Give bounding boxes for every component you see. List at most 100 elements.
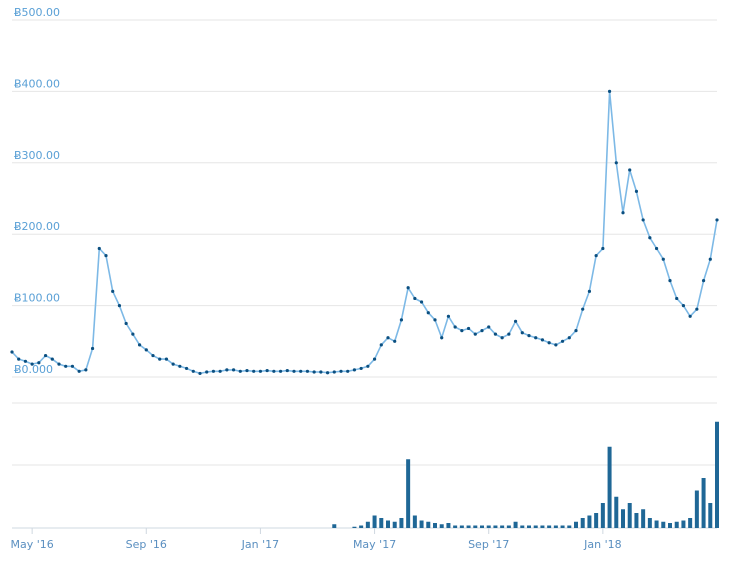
price-point: [534, 336, 538, 340]
volume-bar: [634, 513, 639, 528]
volume-bar: [688, 518, 693, 528]
volume-bar: [433, 523, 437, 528]
price-point: [621, 211, 625, 215]
price-point: [191, 369, 195, 373]
price-point: [607, 89, 612, 93]
price-point: [614, 161, 618, 165]
price-point: [473, 332, 477, 336]
price-point: [124, 321, 128, 326]
volume-bar: [694, 490, 699, 528]
price-point: [30, 362, 34, 366]
y-tick-label: Ƀ0.000: [14, 363, 53, 376]
price-point: [211, 369, 216, 373]
price-point: [265, 368, 269, 373]
price-point: [117, 304, 122, 308]
price-point: [668, 279, 672, 283]
price-point: [252, 369, 256, 373]
price-point: [37, 361, 41, 365]
price-point: [688, 314, 692, 318]
price-point: [628, 168, 632, 172]
price-point: [171, 362, 175, 366]
volume-bar: [446, 523, 451, 528]
volume-bar: [701, 478, 706, 528]
price-point: [493, 332, 498, 336]
volume-bar: [553, 525, 558, 528]
price-point: [500, 336, 504, 340]
price-point: [708, 257, 712, 261]
price-point: [339, 369, 343, 373]
price-point: [84, 368, 88, 372]
price-point: [386, 336, 390, 340]
volume-bar: [661, 521, 666, 528]
volume-bar: [668, 523, 672, 528]
price-point: [325, 371, 330, 375]
price-point: [158, 357, 162, 361]
price-point: [272, 369, 276, 373]
volume-bar: [466, 525, 471, 528]
price-point: [513, 319, 518, 323]
price-point: [258, 369, 263, 373]
volume-bar: [379, 518, 384, 528]
price-line: [11, 91, 718, 375]
price-point: [23, 359, 28, 363]
price-point: [218, 369, 222, 373]
price-point: [10, 350, 14, 354]
price-point: [312, 370, 316, 374]
price-point: [554, 343, 558, 347]
volume-bar: [560, 525, 565, 528]
x-tick-label: May '17: [353, 538, 396, 551]
price-point: [701, 279, 706, 283]
volume-bar: [406, 459, 411, 528]
price-point: [433, 318, 437, 322]
volume-bar: [547, 525, 552, 528]
price-point: [70, 364, 75, 368]
price-point: [695, 307, 699, 311]
price-point: [238, 369, 242, 373]
price-point: [50, 357, 54, 361]
volume-bar: [621, 509, 625, 528]
price-point: [413, 296, 417, 301]
price-point: [97, 246, 101, 251]
price-point: [681, 304, 686, 308]
volume-bar: [486, 525, 491, 528]
price-point: [419, 300, 424, 304]
volume-bar: [459, 525, 464, 528]
x-tick-label: Jan '17: [241, 538, 279, 551]
volume-bar: [473, 525, 478, 528]
volume-bar: [359, 525, 364, 528]
price-point: [205, 370, 209, 374]
volume-bar: [567, 525, 572, 528]
price-point: [64, 364, 68, 368]
price-point: [379, 343, 383, 347]
volume-bar: [641, 509, 646, 528]
volume-bar: [540, 525, 545, 528]
volume-bar: [392, 521, 397, 528]
volume-bar: [352, 526, 357, 528]
volume-bar: [574, 521, 578, 528]
price-point: [675, 296, 679, 301]
price-point: [426, 311, 430, 315]
volume-bar: [426, 521, 431, 528]
price-point: [104, 254, 108, 258]
volume-bar: [480, 525, 484, 528]
price-point: [17, 357, 21, 361]
volume-bar: [419, 520, 424, 528]
volume-bar: [654, 520, 659, 528]
price-point: [601, 246, 605, 251]
volume-bar: [708, 503, 713, 528]
price-point: [43, 353, 48, 358]
price-point: [131, 332, 135, 336]
volume-bar: [587, 515, 592, 528]
price-point: [587, 289, 592, 293]
volume-bar: [513, 521, 518, 528]
volume-bar: [372, 515, 377, 528]
price-point: [574, 328, 578, 333]
volume-bar: [453, 525, 458, 528]
price-point: [366, 364, 370, 368]
price-point: [231, 368, 236, 372]
volume-bar: [674, 521, 679, 528]
price-point: [346, 369, 350, 373]
volume-bar: [527, 525, 531, 528]
volume-bar: [647, 518, 652, 528]
price-point: [57, 362, 61, 366]
